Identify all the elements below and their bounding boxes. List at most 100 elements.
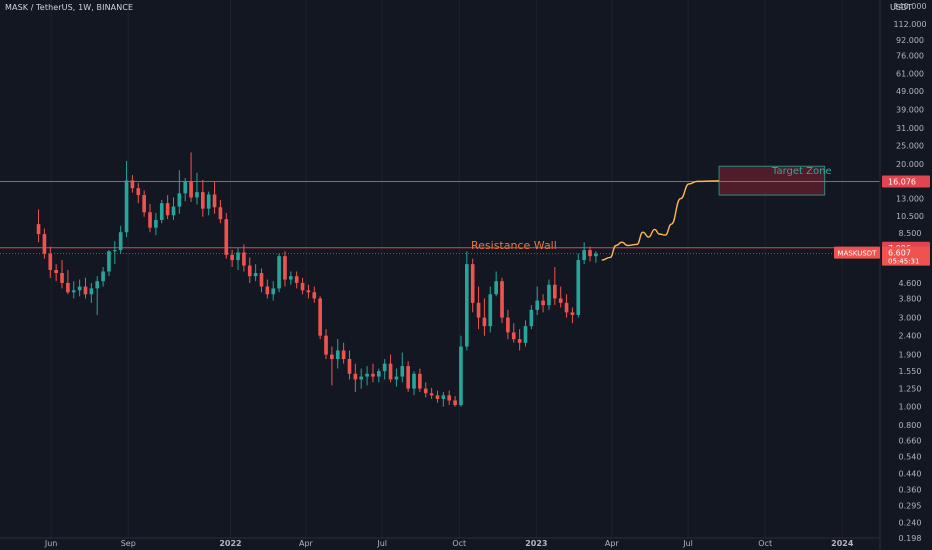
last-price-badge: 6.607 [888,249,911,258]
candle-body [247,265,252,277]
price-tick-label: 1.250 [899,385,922,394]
time-tick-label: Apr [299,539,314,548]
candle-body [588,250,592,257]
candle-body [441,395,446,399]
candle-body [594,253,598,257]
candle-body [300,282,305,291]
candle-body [148,212,152,228]
target-zone-box [718,165,826,196]
candle-body [465,264,469,347]
target-zone-label: Target Zone [772,166,832,177]
candle-body [195,192,199,198]
candle-series [36,152,598,407]
candle-body [113,250,117,252]
candle-body [48,253,53,270]
candle-body [294,276,299,283]
target-level-badge: 16.076 [888,177,916,186]
candle-body [71,290,76,293]
candle-body [107,251,111,272]
countdown-badge: 05:45:31 [888,258,919,266]
time-tick-label: Oct [758,539,772,548]
candle-body [582,250,586,261]
candle-body [212,194,217,208]
candle-body [564,302,569,313]
candle-body [89,288,94,295]
candle-body [177,193,182,207]
resistance-wall-label: Resistance Wall [471,239,557,252]
candle-body [218,207,223,220]
candle-body [488,294,493,327]
price-tick-label: 0.360 [899,486,922,495]
candle-body [388,363,393,380]
candle-body [394,376,399,380]
candle-body [312,292,317,299]
price-tick-label: 8.500 [899,229,922,238]
time-tick-label: 2023 [525,539,547,548]
candle-body [418,373,422,389]
candle-body [459,346,463,406]
price-tick-label: 0.440 [899,469,922,478]
price-tick-label: 4.600 [899,279,922,288]
projection-curve [601,180,720,261]
candle-body [171,206,176,216]
candle-body [453,400,457,406]
horizontal-levels [0,180,880,255]
ticker-badge-bg [834,246,880,259]
candle-body [470,264,475,303]
price-tick-label: 92.000 [896,36,924,45]
candle-body [447,395,452,401]
candle-body [277,256,281,289]
candle-body [353,373,358,380]
candle-body [412,373,416,389]
candle-body [130,180,135,189]
candle-body [259,273,264,287]
candle-body [570,312,575,315]
price-axis[interactable]: 140.000 112.000 92.000 76.000 61.000 49.000 39… [893,2,926,543]
candle-body [511,332,516,340]
candle-body [206,194,211,209]
candle-body [83,286,88,295]
candle-body [517,339,522,343]
price-tick-label: 1.550 [899,367,922,376]
candle-body [165,203,170,216]
candle-body [423,388,428,394]
time-tick-label: 2024 [831,539,854,548]
candle-body [159,203,164,220]
time-tick-label: Jul [682,539,693,548]
candle-body [36,224,41,235]
candle-body [335,350,340,360]
candle-body [359,376,364,380]
candle-body [406,366,410,389]
candle-body [101,271,105,282]
time-tick-label: Jul [376,539,387,548]
price-tick-label: 0.800 [899,421,922,430]
price-tick-label: 1.900 [899,351,922,360]
candle-body [541,300,545,306]
candle-body [365,373,369,377]
candle-body [506,317,510,333]
candle-body [476,302,481,318]
price-tick-label: 0.540 [899,453,922,462]
currency-label: USDT [890,3,912,12]
candle-body [42,234,47,254]
candle-body [494,281,498,295]
grid-lines [50,0,843,538]
projection-path [601,180,720,261]
candle-body [400,366,405,377]
candle-body [553,284,557,299]
time-axis[interactable]: Jun Sep 2022 Apr Jul Oct 2023 Apr Jul Oct 2024 [44,539,854,548]
target-level-badge-bg [882,175,930,188]
candle-body [558,298,563,303]
candle-body [136,188,141,196]
time-tick-label: Jun [44,539,58,548]
time-tick-label: Oct [452,539,466,548]
candle-body [118,232,123,251]
price-tick-label: 140.000 [893,2,926,11]
candle-body [60,273,64,283]
price-tick-label: 76.000 [896,52,924,61]
candle-body [523,326,528,343]
candle-body [429,393,434,396]
price-tick-label: 0.295 [899,502,922,511]
